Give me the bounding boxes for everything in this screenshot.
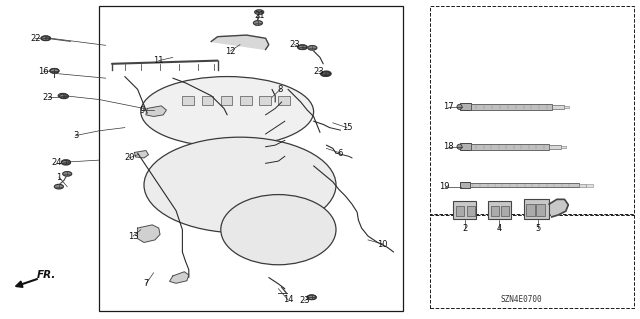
Circle shape bbox=[61, 160, 70, 164]
Text: 19: 19 bbox=[440, 182, 450, 191]
Circle shape bbox=[322, 71, 331, 76]
Circle shape bbox=[322, 72, 331, 76]
Circle shape bbox=[321, 72, 330, 76]
Circle shape bbox=[61, 160, 70, 165]
Text: 15: 15 bbox=[342, 123, 352, 132]
Circle shape bbox=[308, 46, 317, 50]
Text: 23: 23 bbox=[43, 93, 53, 102]
Text: 23: 23 bbox=[300, 296, 310, 305]
Bar bbox=[221, 96, 232, 105]
Polygon shape bbox=[146, 106, 166, 116]
Text: 13: 13 bbox=[128, 232, 138, 241]
Circle shape bbox=[255, 10, 264, 14]
Bar bbox=[526, 204, 535, 216]
Text: 12: 12 bbox=[225, 47, 236, 56]
Bar bbox=[278, 96, 290, 105]
Ellipse shape bbox=[141, 77, 314, 147]
Text: 5: 5 bbox=[535, 224, 540, 233]
Bar bbox=[549, 145, 561, 149]
Text: 9: 9 bbox=[140, 106, 145, 115]
Bar bbox=[460, 103, 471, 110]
Bar bbox=[552, 105, 564, 109]
Bar bbox=[202, 96, 213, 105]
Circle shape bbox=[298, 45, 307, 49]
Bar bbox=[524, 199, 549, 219]
Ellipse shape bbox=[221, 195, 336, 265]
Text: 2: 2 bbox=[462, 224, 467, 233]
Text: 17: 17 bbox=[443, 102, 453, 111]
Circle shape bbox=[298, 45, 307, 49]
Circle shape bbox=[54, 184, 63, 189]
Circle shape bbox=[58, 93, 67, 98]
Text: 16: 16 bbox=[38, 67, 49, 76]
Bar bbox=[430, 6, 634, 215]
Text: FR.: FR. bbox=[37, 270, 56, 280]
Bar bbox=[456, 206, 465, 216]
Polygon shape bbox=[211, 35, 269, 49]
Polygon shape bbox=[170, 272, 189, 283]
Bar bbox=[564, 106, 569, 108]
Circle shape bbox=[41, 36, 50, 41]
Bar bbox=[471, 144, 549, 150]
Text: 11: 11 bbox=[154, 56, 164, 65]
Circle shape bbox=[307, 295, 316, 300]
Bar bbox=[259, 96, 271, 105]
Text: 1: 1 bbox=[56, 173, 61, 182]
Bar bbox=[501, 206, 509, 216]
Text: 24: 24 bbox=[51, 158, 61, 167]
Bar bbox=[99, 6, 403, 311]
Ellipse shape bbox=[457, 104, 462, 109]
Circle shape bbox=[60, 94, 68, 99]
Bar bbox=[586, 184, 593, 187]
Bar bbox=[561, 146, 566, 148]
Text: 4: 4 bbox=[497, 224, 502, 233]
Polygon shape bbox=[134, 151, 148, 158]
Ellipse shape bbox=[457, 144, 462, 149]
Text: 23: 23 bbox=[289, 40, 300, 49]
Bar bbox=[470, 183, 579, 187]
Bar bbox=[430, 214, 634, 308]
Bar bbox=[453, 201, 476, 219]
Circle shape bbox=[253, 21, 262, 25]
Bar bbox=[488, 201, 511, 219]
Text: 14: 14 bbox=[283, 295, 293, 304]
Circle shape bbox=[50, 69, 59, 73]
Text: 10: 10 bbox=[378, 240, 388, 249]
Bar bbox=[579, 184, 586, 187]
Text: 7: 7 bbox=[143, 279, 148, 288]
Bar bbox=[182, 96, 194, 105]
Circle shape bbox=[42, 36, 51, 41]
Bar bbox=[460, 143, 471, 150]
Text: 3: 3 bbox=[73, 131, 78, 140]
Polygon shape bbox=[549, 199, 568, 217]
Text: 6: 6 bbox=[338, 149, 343, 158]
Polygon shape bbox=[138, 225, 160, 242]
Circle shape bbox=[307, 295, 316, 300]
Text: SZN4E0700: SZN4E0700 bbox=[500, 295, 543, 304]
Text: 8: 8 bbox=[278, 85, 283, 94]
Bar bbox=[471, 104, 552, 110]
Bar bbox=[460, 182, 470, 188]
Circle shape bbox=[50, 69, 59, 73]
Bar bbox=[467, 206, 475, 216]
Text: 18: 18 bbox=[443, 142, 453, 151]
Text: 23: 23 bbox=[314, 67, 324, 76]
Ellipse shape bbox=[144, 137, 336, 233]
Bar bbox=[240, 96, 252, 105]
Circle shape bbox=[63, 172, 72, 176]
Bar bbox=[536, 204, 545, 216]
Text: 22: 22 bbox=[30, 34, 40, 43]
Bar bbox=[491, 206, 499, 216]
Text: 21: 21 bbox=[255, 11, 265, 20]
Text: 20: 20 bbox=[124, 153, 134, 162]
